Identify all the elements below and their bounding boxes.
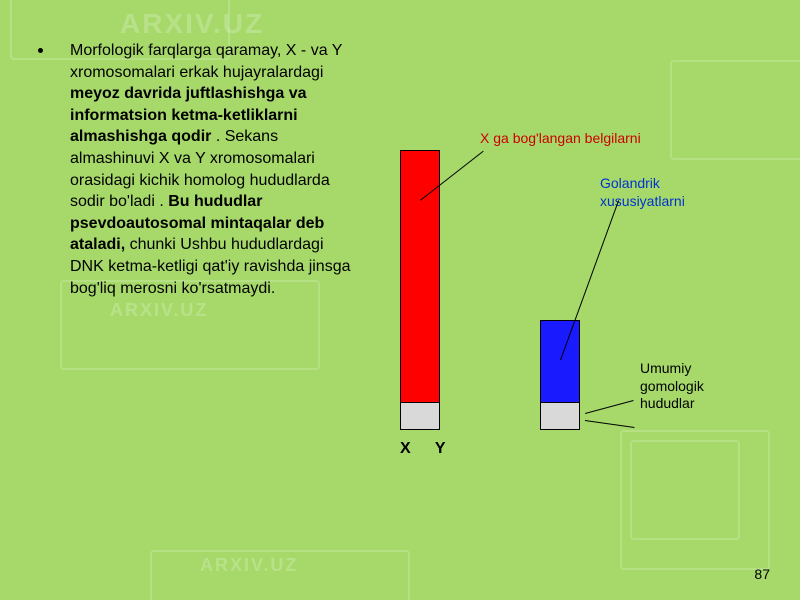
callout-line	[585, 420, 635, 428]
chromosome-diagram: X Y X ga bog'langan belgilarni Golandrik…	[380, 140, 780, 500]
callout-line	[585, 400, 634, 414]
chromosome-y-colored	[541, 321, 579, 403]
callout-text: Umumiy	[640, 360, 691, 376]
text-run: Morfologik farqlarga qaramay, X - va Y x…	[70, 42, 342, 81]
callout-umumiy: Umumiy gomologik hududlar	[640, 360, 704, 413]
body-paragraph: Morfologik farqlarga qaramay, X - va Y x…	[70, 40, 360, 299]
bullet-icon	[38, 48, 43, 53]
chromosome-y	[540, 320, 580, 430]
callout-text: gomologik	[640, 378, 704, 394]
callout-line	[560, 200, 619, 360]
watermark-text: ARXIV.UZ	[120, 8, 264, 40]
callout-text: hududlar	[640, 395, 695, 411]
callout-golandrik: Golandrik xususiyatlarni	[600, 175, 685, 210]
callout-text: Golandrik	[600, 175, 660, 191]
callout-text: xususiyatlarni	[600, 193, 685, 209]
callout-text: X ga bog'langan belgilarni	[480, 130, 641, 146]
watermark-text: ARXIV.UZ	[200, 555, 298, 576]
decor-frame	[150, 550, 410, 600]
watermark-text: ARXIV.UZ	[110, 300, 208, 321]
callout-x-linked: X ga bog'langan belgilarni	[480, 130, 641, 148]
page-number: 87	[754, 566, 770, 582]
axis-label: X Y	[400, 440, 580, 458]
chromosome-x	[400, 150, 440, 430]
